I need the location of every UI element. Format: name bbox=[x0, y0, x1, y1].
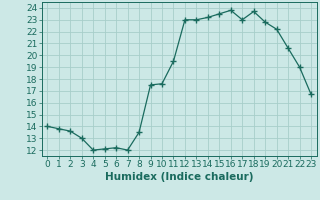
X-axis label: Humidex (Indice chaleur): Humidex (Indice chaleur) bbox=[105, 172, 253, 182]
